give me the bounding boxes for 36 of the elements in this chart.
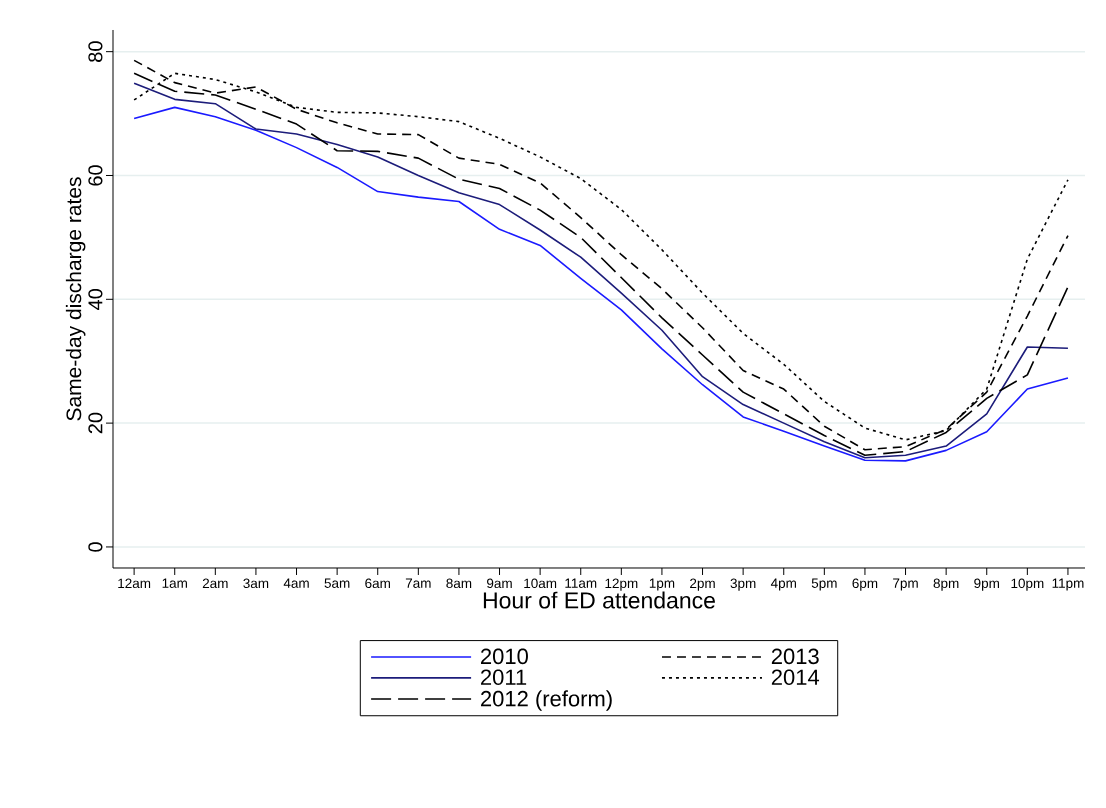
x-axis-title: Hour of ED attendance xyxy=(483,591,715,609)
x-tick-label: 4am xyxy=(283,578,309,588)
y-axis-title: Same-day discharge rates xyxy=(65,177,86,421)
x-tick-label: 7am xyxy=(405,578,431,588)
x-tick-label: 2am xyxy=(202,578,228,589)
legend-label: 2011 xyxy=(481,669,527,686)
x-tick-label: 1am xyxy=(162,578,187,588)
x-tick-label: 3am xyxy=(243,578,269,589)
x-tick-label: 12pm xyxy=(605,578,638,591)
x-tick-label: 3pm xyxy=(730,578,756,591)
x-tick-label: 6am xyxy=(365,578,390,589)
x-tick-label: 10pm xyxy=(1011,578,1044,591)
x-tick-label: 6pm xyxy=(852,578,878,591)
legend-label: 2014 xyxy=(771,669,820,686)
x-tick-label: 5am xyxy=(324,578,350,588)
legend-label: 2010 xyxy=(481,648,528,665)
x-tick-label: 10am xyxy=(524,578,557,589)
x-tick-label: 4pm xyxy=(770,578,796,591)
legend-label: 2013 xyxy=(771,648,819,665)
x-tick-label: 12am xyxy=(118,578,151,589)
x-tick-label: 9am xyxy=(487,578,512,589)
y-tick-label: 0 xyxy=(88,542,103,552)
x-tick-label: 7pm xyxy=(893,578,918,591)
x-tick-label: 9pm xyxy=(974,578,999,591)
y-tick-label: 60 xyxy=(88,165,103,186)
x-tick-label: 1pm xyxy=(649,578,675,591)
x-tick-label: 5pm xyxy=(811,578,837,591)
x-tick-label: 8am xyxy=(446,578,472,589)
y-tick-label: 40 xyxy=(88,288,103,310)
legend-label: 2012 (reform) xyxy=(481,690,612,711)
x-tick-label: 8pm xyxy=(933,578,959,591)
x-tick-label: 11am xyxy=(565,578,597,588)
x-tick-label: 2pm xyxy=(690,578,715,591)
y-tick-label: 80 xyxy=(88,41,103,62)
x-tick-label: 11pm xyxy=(1052,578,1084,591)
y-tick-label: 20 xyxy=(88,412,103,434)
